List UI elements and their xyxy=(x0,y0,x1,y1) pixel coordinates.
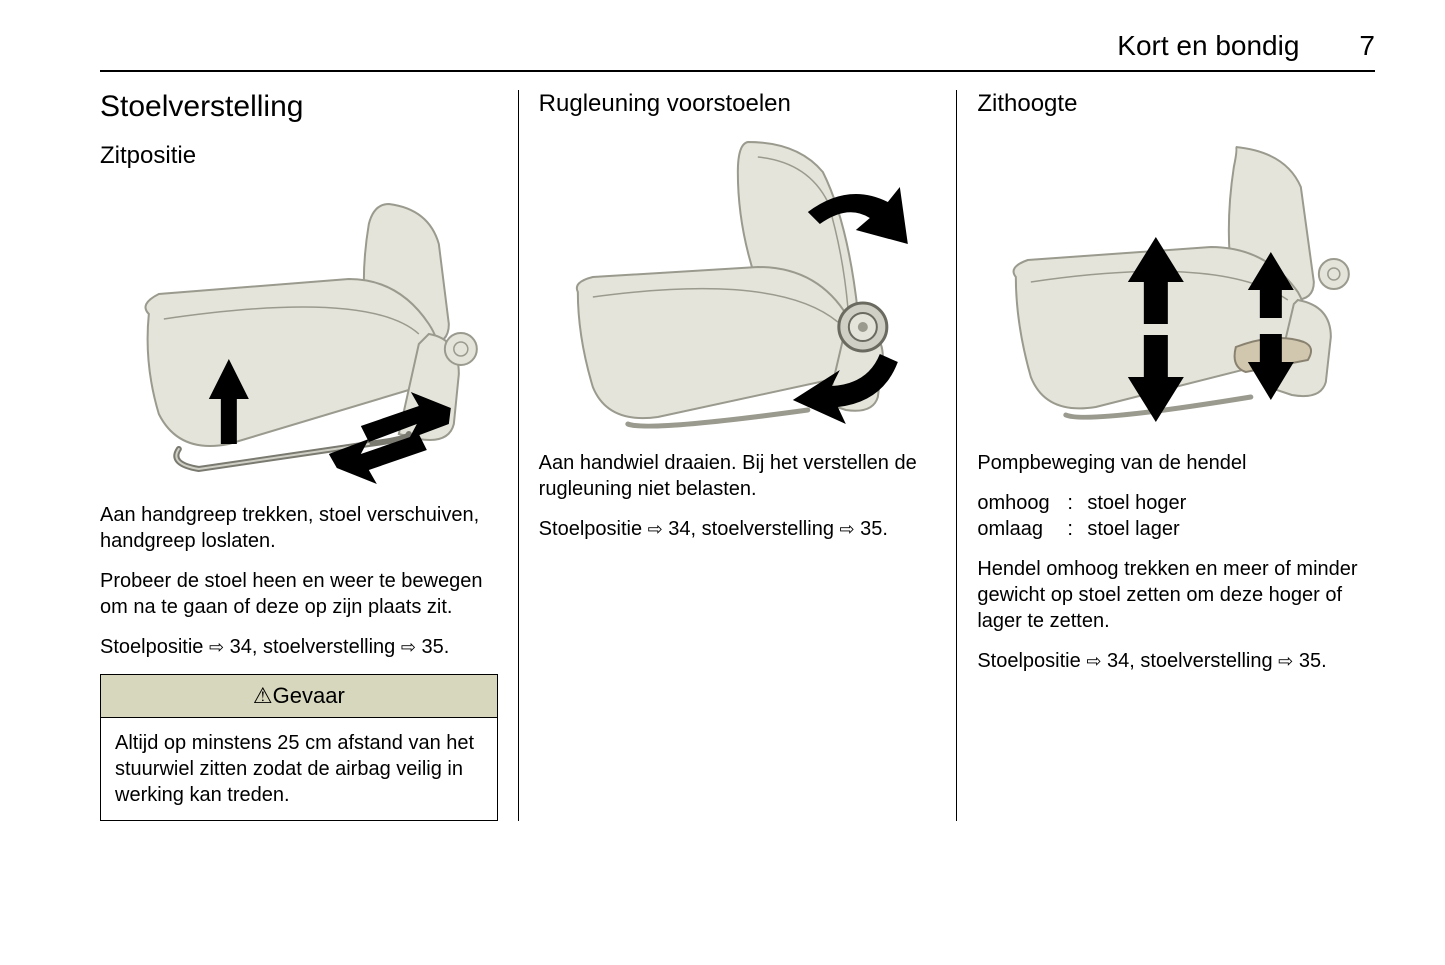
header-page-number: 7 xyxy=(1359,30,1375,62)
rugleuning-instr-1: Aan handwiel draaien. Bij het verstellen… xyxy=(539,450,937,502)
def-row: omlaag : stoel lager xyxy=(977,516,1375,542)
sub-heading-zithoogte: Zithoogte xyxy=(977,90,1375,118)
danger-warning-body: Altijd op minstens 25 cm afstand van het… xyxy=(101,718,497,820)
danger-warning-header: ⚠Gevaar xyxy=(101,675,497,718)
page-header: Kort en bondig 7 xyxy=(100,30,1375,72)
warning-icon: ⚠ xyxy=(253,683,273,708)
ref-icon: ⇨ xyxy=(401,636,416,659)
column-rugleuning: Rugleuning voorstoelen xyxy=(518,90,957,821)
ref-icon: ⇨ xyxy=(840,518,855,541)
height-definition-list: omhoog : stoel hoger omlaag : stoel lage… xyxy=(977,490,1375,542)
sub-heading-zitpositie: Zitpositie xyxy=(100,142,498,170)
seat-height-illustration xyxy=(977,132,1375,432)
zitpositie-instr-2: Probeer de stoel heen en weer te bewegen… xyxy=(100,568,498,620)
zitpositie-instr-1: Aan handgreep trekken, stoel verschuiven… xyxy=(100,502,498,554)
content-columns: Stoelverstelling Zitpositie xyxy=(100,90,1375,821)
rugleuning-refs: Stoelpositie ⇨ 34, stoelverstelling ⇨ 35… xyxy=(539,516,937,542)
column-zithoogte: Zithoogte xyxy=(956,90,1375,821)
column-zitpositie: Stoelverstelling Zitpositie xyxy=(100,90,518,821)
main-heading: Stoelverstelling xyxy=(100,90,498,124)
sub-heading-rugleuning: Rugleuning voorstoelen xyxy=(539,90,937,118)
seat-position-illustration xyxy=(100,184,498,484)
def-row: omhoog : stoel hoger xyxy=(977,490,1375,516)
ref-icon: ⇨ xyxy=(209,636,224,659)
zithoogte-refs: Stoelpositie ⇨ 34, stoelverstelling ⇨ 35… xyxy=(977,648,1375,674)
ref-icon: ⇨ xyxy=(1278,650,1293,673)
header-section-title: Kort en bondig xyxy=(1117,30,1299,62)
zitpositie-refs: Stoelpositie ⇨ 34, stoelverstelling ⇨ 35… xyxy=(100,634,498,660)
zithoogte-instr: Hendel omhoog trekken en meer of minder … xyxy=(977,556,1375,634)
ref-icon: ⇨ xyxy=(648,518,663,541)
seat-backrest-illustration xyxy=(539,132,937,432)
ref-icon: ⇨ xyxy=(1086,650,1101,673)
zithoogte-intro: Pompbeweging van de hendel xyxy=(977,450,1375,476)
danger-warning-box: ⚠Gevaar Altijd op minstens 25 cm afstand… xyxy=(100,674,498,821)
